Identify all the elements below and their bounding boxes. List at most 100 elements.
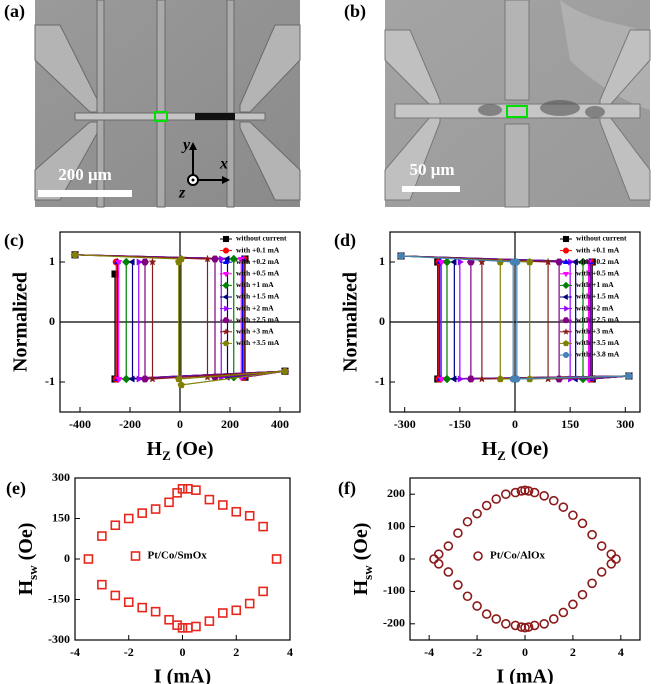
- marker: [177, 483, 188, 494]
- legend-label: with +0.5 mA: [576, 269, 620, 278]
- legend-label: with +0.1 mA: [576, 245, 620, 254]
- marker: [510, 620, 521, 631]
- marker: [191, 621, 201, 632]
- x-axis-label-unit: (Oe): [171, 438, 214, 460]
- x-axis-label: HZ (Oe): [147, 438, 214, 464]
- legend-marker: [222, 281, 230, 290]
- marker: [442, 374, 452, 384]
- marker: [516, 486, 527, 496]
- marker: [520, 485, 530, 496]
- x-tick-label: 4: [618, 645, 624, 659]
- y-tick-label: 0: [399, 551, 405, 565]
- y-tick-label: 200: [387, 486, 405, 500]
- legend-label: with +1 mA: [236, 280, 274, 289]
- marker: [501, 618, 511, 629]
- y-axis-label-unit: (Oe): [350, 523, 372, 566]
- marker: [584, 259, 593, 267]
- panel-label: (c): [4, 230, 24, 251]
- loop-line: [74, 254, 286, 386]
- legend-marker: [224, 305, 230, 312]
- legend-marker: [562, 293, 568, 301]
- y-tick-label: 300: [52, 470, 70, 484]
- x-axis-label-main: H: [482, 438, 498, 460]
- marker: [442, 257, 452, 267]
- x-axis-label: HZ (Oe): [482, 438, 549, 464]
- legend-label: with +1.5 mA: [236, 292, 280, 301]
- x-tick-label: -300: [394, 417, 416, 431]
- y-tick-label: 1: [379, 254, 385, 268]
- legend-marker: [562, 327, 570, 335]
- legend-label: without current: [236, 234, 287, 243]
- marker: [558, 607, 569, 618]
- marker: [491, 494, 502, 504]
- marker: [244, 510, 255, 521]
- legend-marker: [562, 247, 570, 254]
- marker: [450, 258, 457, 266]
- marker: [183, 483, 193, 494]
- legend-marker: [473, 551, 483, 561]
- legend-marker: [562, 340, 570, 347]
- marker: [128, 258, 135, 266]
- y-axis-label: Normalized: [340, 272, 362, 372]
- marker: [177, 623, 188, 633]
- x-tick-label: 2: [233, 645, 239, 659]
- marker: [211, 255, 219, 263]
- marker: [183, 623, 193, 633]
- legend-label: with +3 mA: [236, 327, 274, 336]
- marker: [496, 375, 505, 383]
- marker: [571, 258, 578, 266]
- marker: [237, 256, 245, 264]
- x-tick-label: -4: [424, 645, 434, 659]
- x-tick-label: 4: [287, 645, 293, 659]
- marker: [121, 374, 131, 384]
- marker: [433, 559, 444, 569]
- marker: [191, 485, 201, 495]
- marker: [520, 622, 530, 633]
- legend-label: with +2 mA: [576, 303, 614, 312]
- marker: [429, 554, 439, 564]
- y-tick-label: 1: [49, 254, 55, 268]
- marker: [472, 508, 482, 519]
- marker: [204, 494, 215, 505]
- marker: [481, 609, 492, 619]
- legend-marker: [562, 317, 570, 324]
- loop-line: [400, 255, 629, 380]
- legend-label: with +1 mA: [576, 280, 614, 289]
- marker: [491, 614, 502, 624]
- x-tick-label: 300: [616, 417, 634, 431]
- y-tick-label: -100: [383, 583, 405, 597]
- marker: [97, 531, 107, 541]
- marker: [136, 375, 143, 383]
- x-axis-label-main: H: [147, 438, 163, 460]
- legend-marker: [222, 327, 230, 335]
- marker: [83, 554, 94, 564]
- y-axis-label-main: H: [350, 579, 372, 595]
- marker: [462, 516, 473, 527]
- marker: [172, 620, 182, 630]
- marker: [466, 375, 475, 383]
- y-tick-label: -300: [48, 632, 70, 646]
- marker: [281, 367, 289, 375]
- marker: [203, 254, 212, 263]
- marker: [115, 259, 123, 267]
- y-tick-label: 150: [52, 510, 70, 524]
- legend-label: with +0.5 mA: [236, 269, 280, 278]
- marker: [529, 620, 540, 631]
- legend-label: with +3.5 mA: [236, 338, 280, 347]
- marker: [433, 549, 444, 559]
- marker: [523, 486, 534, 496]
- x-tick-label: 0: [177, 417, 183, 431]
- x-tick-label: 200: [221, 417, 239, 431]
- marker: [110, 590, 121, 601]
- marker: [611, 554, 621, 564]
- marker: [457, 375, 464, 383]
- marker: [606, 559, 617, 569]
- marker: [229, 254, 239, 264]
- marker: [578, 257, 588, 267]
- y-tick-label: 0: [379, 314, 385, 328]
- marker: [231, 605, 242, 616]
- x-axis-label-sub: Z: [162, 448, 171, 463]
- marker: [97, 579, 107, 590]
- legend-marker: [222, 272, 230, 278]
- x-axis-label-sub: Z: [497, 448, 506, 463]
